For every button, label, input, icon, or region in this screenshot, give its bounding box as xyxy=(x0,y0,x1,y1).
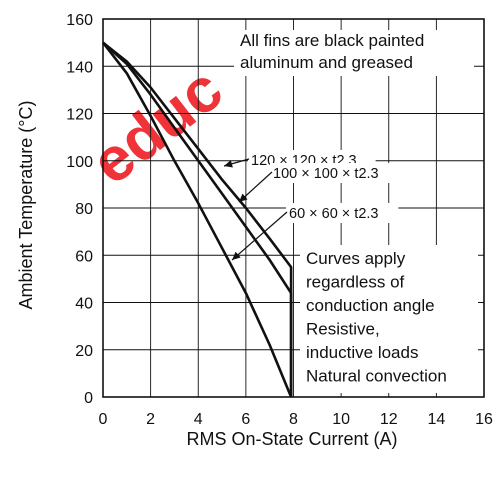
plot-border xyxy=(102,18,485,398)
series-leader-arrowhead xyxy=(239,193,248,202)
conditions-note-line: inductive loads xyxy=(306,343,418,362)
curves xyxy=(101,41,293,398)
plot-frame xyxy=(102,18,485,398)
x-tick-label: 4 xyxy=(194,411,203,428)
conditions-note-line: regardless of xyxy=(306,273,405,292)
x-tick-label: 6 xyxy=(241,411,250,428)
y-tick-label: 40 xyxy=(75,296,93,313)
conditions-note-line: Natural convection xyxy=(306,367,447,386)
x-tick-label: 14 xyxy=(427,411,445,428)
x-tick-labels: 0 2 4 6 8 10 12 14 16 xyxy=(99,411,493,428)
series-label-bg xyxy=(270,163,398,183)
series-leader-line xyxy=(231,211,288,261)
x-axis-title: RMS On-State Current (A) xyxy=(186,429,397,449)
x-tick-label: 16 xyxy=(475,411,493,428)
x-tick-label: 10 xyxy=(332,411,350,428)
y-tick-label: 120 xyxy=(66,107,93,124)
y-tick-label: 160 xyxy=(66,12,93,29)
x-tick-label: 2 xyxy=(146,411,155,428)
series-label-1: 100 × 100 × t2.3 xyxy=(273,166,379,182)
y-tick-label: 0 xyxy=(84,390,93,407)
series-line-0 xyxy=(102,41,293,397)
x-tick-label: 0 xyxy=(99,411,108,428)
series-line-2 xyxy=(101,41,293,398)
annotations: All fins are black painted aluminum and g… xyxy=(234,30,478,393)
y-tick-labels: 0 20 40 60 80 100 120 140 160 xyxy=(66,12,93,407)
fin-note-line: All fins are black painted xyxy=(240,31,424,50)
series-label-bg xyxy=(286,203,399,223)
y-tick-label: 80 xyxy=(75,201,93,218)
conditions-note-line: Resistive, xyxy=(306,320,380,339)
y-axis-title: Ambient Temperature (°C) xyxy=(16,101,36,310)
y-tick-label: 140 xyxy=(66,59,93,76)
conditions-note-bg xyxy=(300,245,478,393)
y-tick-label: 20 xyxy=(75,343,93,360)
y-tick-label: 100 xyxy=(66,154,93,171)
series-leader-arrowhead xyxy=(224,160,233,168)
y-tick-label: 60 xyxy=(75,248,93,265)
x-tick-label: 8 xyxy=(289,411,298,428)
series-line-1 xyxy=(102,41,293,397)
fin-note-line: aluminum and greased xyxy=(240,53,413,72)
fin-note-bg xyxy=(234,30,474,76)
conditions-note-line: Curves apply xyxy=(306,249,406,268)
series-leader-arrowhead xyxy=(232,251,241,260)
series-label-2: 60 × 60 × t2.3 xyxy=(289,206,379,222)
x-tick-label: 12 xyxy=(380,411,398,428)
conditions-note-line: conduction angle xyxy=(306,296,435,315)
